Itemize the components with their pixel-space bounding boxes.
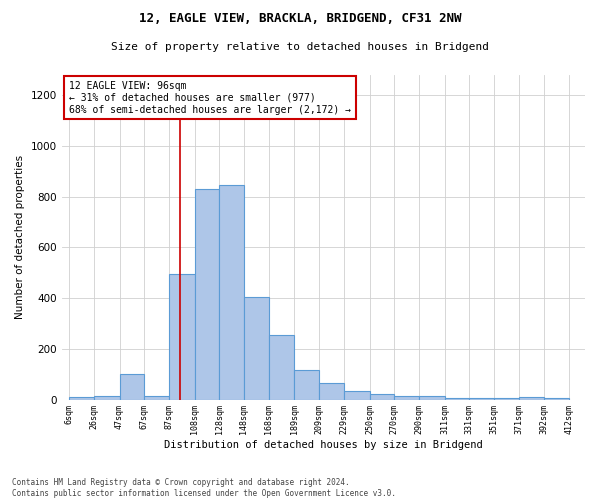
Text: Size of property relative to detached houses in Bridgend: Size of property relative to detached ho…: [111, 42, 489, 52]
Bar: [244, 297, 269, 400]
Bar: [269, 335, 295, 400]
Bar: [295, 370, 319, 400]
Bar: [94, 396, 119, 400]
Bar: [494, 398, 518, 400]
Bar: [518, 397, 544, 400]
Bar: [119, 374, 144, 400]
Bar: [219, 184, 244, 400]
X-axis label: Distribution of detached houses by size in Bridgend: Distribution of detached houses by size …: [164, 440, 483, 450]
Bar: [419, 396, 445, 400]
Bar: [469, 398, 494, 400]
Text: 12, EAGLE VIEW, BRACKLA, BRIDGEND, CF31 2NW: 12, EAGLE VIEW, BRACKLA, BRIDGEND, CF31 …: [139, 12, 461, 26]
Bar: [394, 396, 419, 400]
Y-axis label: Number of detached properties: Number of detached properties: [15, 155, 25, 320]
Bar: [69, 397, 94, 400]
Text: Contains HM Land Registry data © Crown copyright and database right 2024.
Contai: Contains HM Land Registry data © Crown c…: [12, 478, 396, 498]
Bar: [194, 189, 219, 400]
Bar: [445, 398, 469, 400]
Bar: [144, 396, 169, 400]
Bar: [169, 274, 194, 400]
Text: 12 EAGLE VIEW: 96sqm
← 31% of detached houses are smaller (977)
68% of semi-deta: 12 EAGLE VIEW: 96sqm ← 31% of detached h…: [69, 82, 351, 114]
Bar: [544, 398, 569, 400]
Bar: [344, 392, 370, 400]
Bar: [319, 383, 344, 400]
Bar: [370, 394, 394, 400]
